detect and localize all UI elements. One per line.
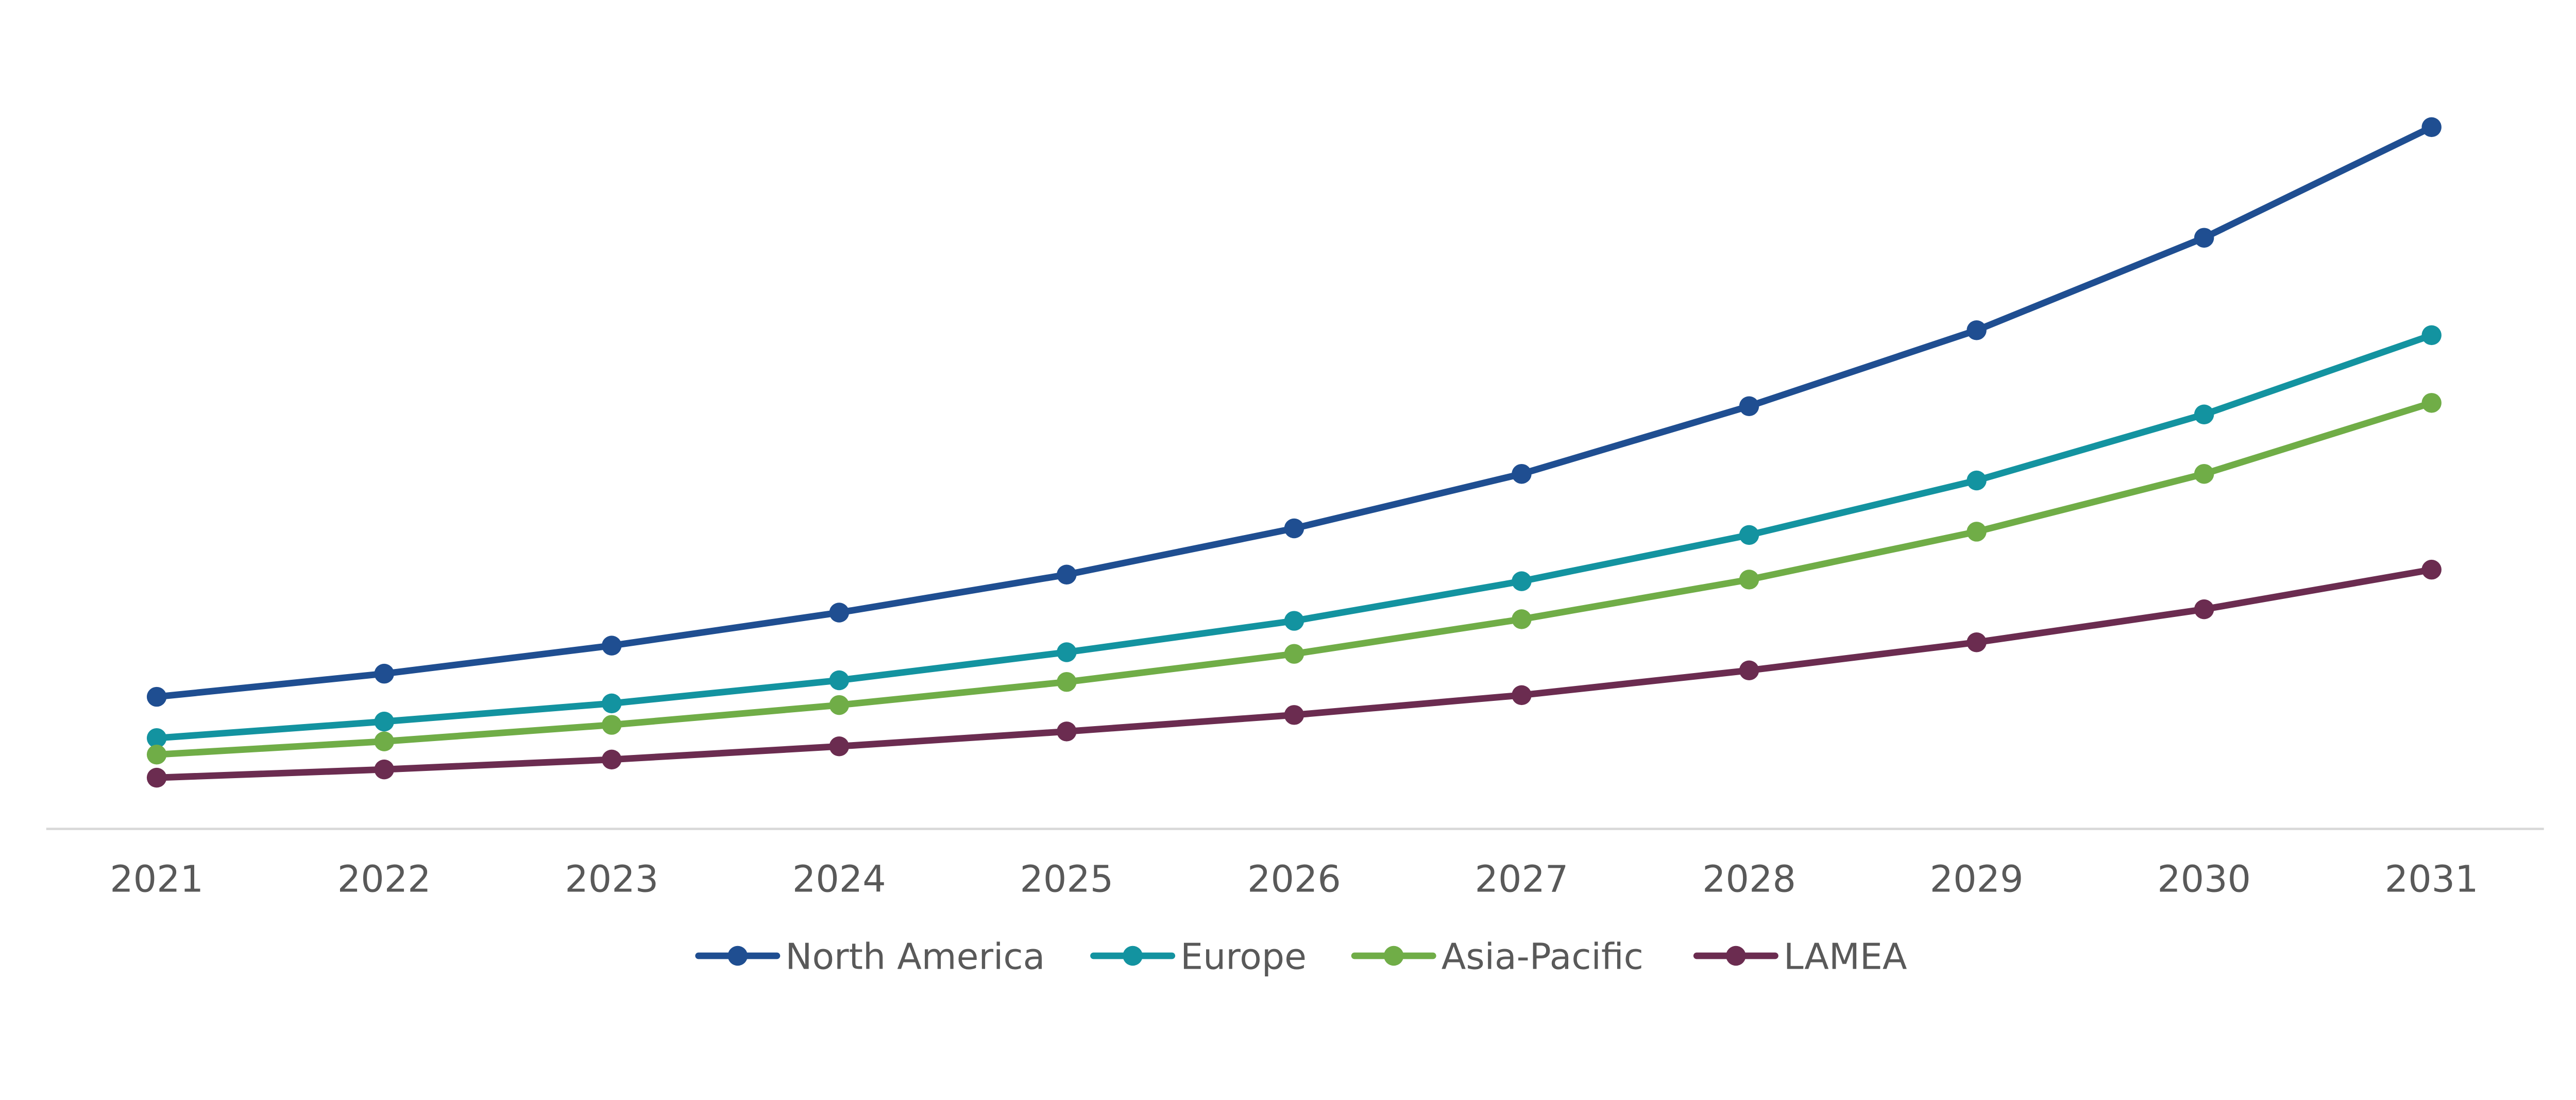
data-point-asia-pacific-2022	[374, 731, 394, 751]
data-point-asia-pacific-2026	[1284, 644, 1304, 664]
legend-point-marker	[727, 946, 748, 966]
data-point-north-america-2021	[146, 686, 167, 707]
data-point-asia-pacific-2029	[1967, 522, 1987, 542]
data-point-europe-2031	[2421, 325, 2442, 346]
x-tick-label: 2028	[1702, 857, 1796, 900]
x-tick-label: 2029	[1930, 857, 2024, 900]
data-point-europe-2023	[602, 693, 622, 714]
data-point-europe-2029	[1967, 470, 1987, 491]
data-point-asia-pacific-2031	[2421, 393, 2442, 413]
data-point-europe-2025	[1057, 642, 1077, 662]
data-point-europe-2030	[2194, 404, 2214, 425]
data-point-lamea-2026	[1284, 705, 1304, 725]
data-point-lamea-2031	[2421, 559, 2442, 580]
legend-label: Asia-Pacific	[1442, 936, 1643, 978]
data-point-lamea-2022	[374, 759, 394, 780]
series-line-asia-pacific	[156, 400, 2433, 758]
legend-point-marker	[1383, 946, 1404, 966]
legend-point-marker	[1726, 946, 1746, 966]
series-line-lamea	[156, 566, 2432, 781]
data-point-europe-2022	[374, 711, 394, 732]
data-point-north-america-2028	[1739, 396, 1759, 416]
data-point-north-america-2031	[2421, 117, 2442, 138]
data-point-europe-2028	[1739, 525, 1759, 545]
series-asia-pacific	[146, 393, 2442, 765]
x-tick-label: 2025	[1020, 857, 1113, 900]
line-chart: 2021 2022 2023 2024 2025 2026 2027 2028 2029 2030…	[46, 117, 2544, 978]
legend-item-north-america: North America	[695, 936, 1045, 978]
legend-label: LAMEA	[1784, 936, 1907, 978]
series-europe	[146, 325, 2442, 748]
data-point-europe-2024	[829, 670, 850, 691]
data-point-asia-pacific-2021	[146, 745, 167, 765]
data-point-lamea-2027	[1512, 685, 1532, 706]
data-point-lamea-2028	[1739, 660, 1759, 680]
x-tick-label: 2030	[2157, 857, 2251, 900]
x-tick-label: 2027	[1475, 857, 1569, 900]
data-point-north-america-2022	[374, 663, 394, 684]
data-point-europe-2026	[1284, 611, 1304, 631]
data-point-asia-pacific-2028	[1739, 570, 1759, 590]
data-point-north-america-2027	[1512, 463, 1532, 484]
legend-label: Europe	[1180, 936, 1307, 978]
data-point-europe-2021	[146, 728, 167, 748]
x-tick-label: 2026	[1247, 857, 1341, 900]
data-point-asia-pacific-2023	[602, 715, 622, 735]
data-point-asia-pacific-2025	[1057, 672, 1077, 692]
data-point-lamea-2024	[829, 736, 850, 757]
x-tick-label: 2031	[2385, 857, 2479, 900]
series-lamea	[146, 559, 2442, 788]
legend-point-marker	[1123, 946, 1143, 966]
legend-label: North America	[785, 936, 1045, 978]
x-tick-label: 2022	[337, 857, 431, 900]
data-point-asia-pacific-2024	[829, 695, 850, 715]
data-point-asia-pacific-2027	[1512, 609, 1532, 629]
data-point-north-america-2026	[1284, 518, 1304, 539]
x-tick-label: 2021	[110, 857, 204, 900]
data-point-lamea-2023	[602, 749, 622, 770]
data-point-asia-pacific-2030	[2194, 463, 2214, 484]
x-tick-label: 2024	[792, 857, 886, 900]
data-point-lamea-2025	[1057, 721, 1077, 742]
legend-item-europe: Europe	[1090, 936, 1307, 978]
data-point-north-america-2025	[1057, 564, 1077, 585]
data-point-north-america-2030	[2194, 228, 2214, 248]
x-tick-label: 2023	[565, 857, 658, 900]
data-point-north-america-2029	[1967, 320, 1987, 340]
legend-item-lamea: LAMEA	[1693, 936, 1907, 978]
data-point-lamea-2021	[146, 767, 167, 788]
series-north-america	[146, 117, 2442, 707]
data-point-north-america-2024	[829, 603, 850, 623]
data-point-lamea-2029	[1967, 632, 1987, 652]
data-point-north-america-2023	[602, 635, 622, 656]
data-point-europe-2027	[1512, 571, 1532, 591]
legend-item-asia-pacific: Asia-Pacific	[1351, 936, 1643, 978]
data-point-lamea-2030	[2194, 599, 2214, 620]
